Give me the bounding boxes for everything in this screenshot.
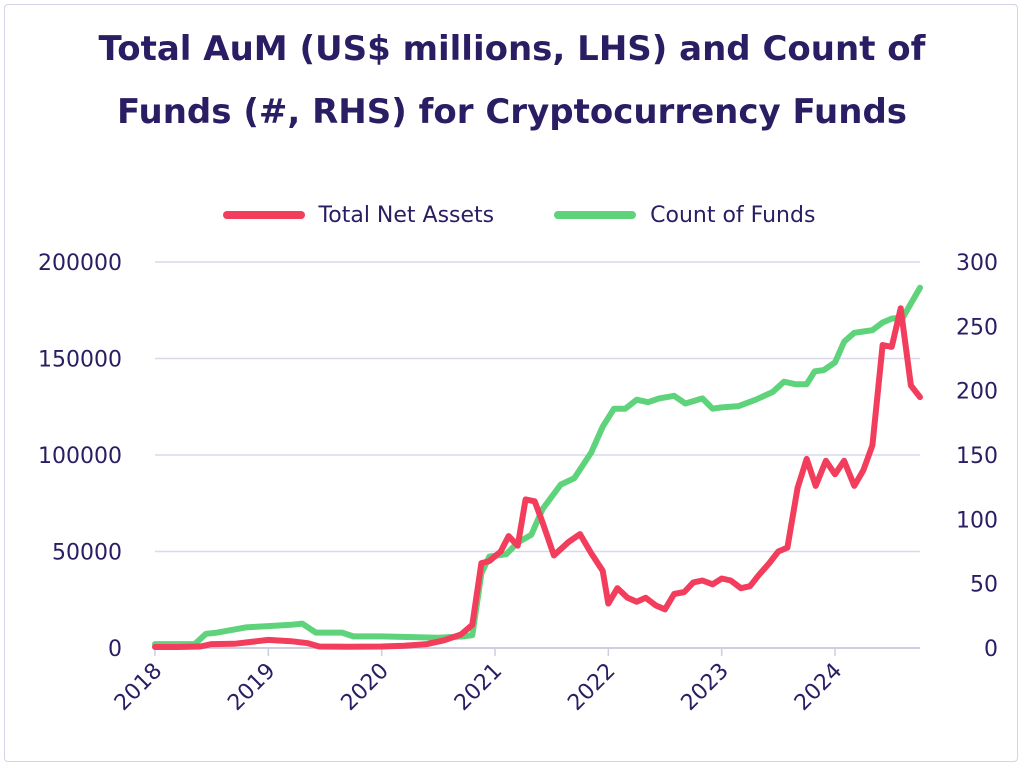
legend-label-total-net-assets: Total Net Assets	[318, 202, 495, 228]
left-axis-ticks: 0 50000 100000 150000 200000	[38, 251, 122, 662]
legend-swatch-total-net-assets	[222, 211, 305, 219]
gridlines	[155, 261, 920, 649]
legend-label-count-of-funds: Count of Funds	[650, 202, 816, 228]
legend-item-total-net-assets: Total Net Assets	[222, 202, 495, 228]
right-tick-50: 50	[970, 573, 998, 598]
left-tick-150000: 150000	[38, 348, 122, 373]
right-tick-0: 0	[984, 637, 998, 662]
series-lines	[152, 284, 923, 650]
series-line-total-net-assets	[152, 305, 923, 650]
right-tick-300: 300	[956, 251, 998, 276]
right-tick-100: 100	[956, 508, 998, 533]
x-tick-2020: 2020	[337, 659, 394, 716]
x-tick-2019: 2019	[223, 659, 280, 716]
x-tick-2023: 2023	[677, 659, 734, 716]
x-tick-2021: 2021	[450, 659, 507, 716]
left-tick-100000: 100000	[38, 444, 122, 469]
right-axis-ticks: 0 50 100 150 200 250 300	[956, 251, 998, 662]
left-tick-50000: 50000	[52, 541, 122, 566]
chart-frame	[4, 4, 1018, 762]
legend-item-count-of-funds: Count of Funds	[554, 203, 815, 228]
right-tick-150: 150	[956, 444, 998, 469]
chart-legend: Total Net Assets Count of Funds	[0, 200, 1024, 230]
x-tick-2022: 2022	[563, 659, 620, 716]
x-tick-2024: 2024	[790, 659, 847, 716]
legend-swatch-count-of-funds	[554, 211, 637, 219]
x-tick-2018: 2018	[110, 659, 167, 716]
left-tick-200000: 200000	[38, 251, 122, 276]
left-tick-0: 0	[108, 637, 122, 662]
series-line-count-of-funds	[152, 284, 923, 648]
right-tick-200: 200	[956, 380, 998, 405]
right-tick-250: 250	[956, 315, 998, 340]
chart-title: Total AuM (US$ millions, LHS) and Count …	[98, 29, 926, 132]
x-axis-ticks: 2018 2019 2020 2021 2022 2023 2024	[110, 648, 847, 716]
